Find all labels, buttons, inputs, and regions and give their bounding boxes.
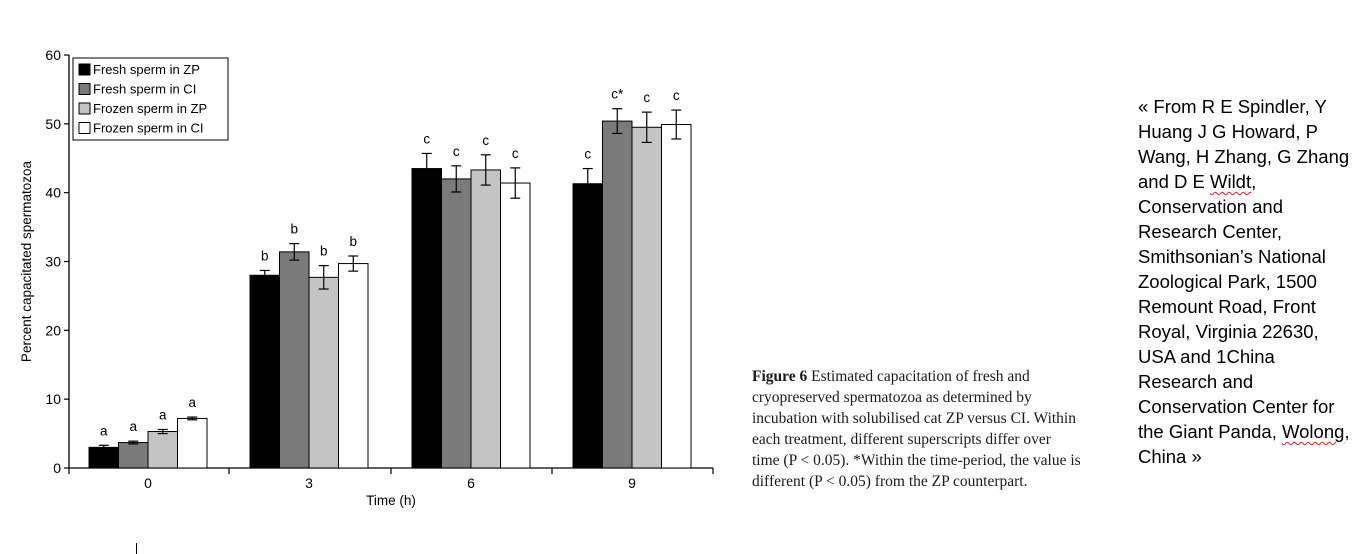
figure-caption: Figure 6 Estimated capacitation of fresh… — [752, 366, 1082, 492]
x-tick-label: 9 — [628, 475, 636, 491]
credit-misspelled-word-1[interactable]: Wildt — [1210, 171, 1252, 192]
significance-label: a — [159, 407, 167, 422]
y-tick-label: 60 — [45, 47, 61, 63]
significance-label: c — [643, 90, 650, 105]
x-tick-label: 3 — [305, 475, 313, 491]
legend-box — [72, 57, 229, 141]
bar — [177, 417, 208, 469]
bar — [88, 446, 119, 469]
legend-label: Frozen sperm in CI — [93, 121, 204, 136]
significance-label: a — [100, 423, 108, 438]
significance-label: b — [261, 248, 269, 263]
significance-label: b — [320, 244, 328, 259]
legend-label: Fresh sperm in CI — [93, 82, 196, 97]
bar — [631, 126, 662, 469]
chart-bars: a b c c a b c c* a b c c a b c c — [88, 87, 692, 469]
bar — [470, 169, 501, 469]
bar — [118, 442, 149, 469]
y-tick-label: 30 — [45, 254, 61, 270]
significance-label: c* — [611, 87, 624, 102]
bar — [249, 274, 280, 469]
significance-label: b — [290, 222, 298, 237]
bar — [602, 120, 633, 469]
credit-misspelled-word-2[interactable]: Wolong — [1282, 421, 1345, 442]
legend-label: Frozen sperm in ZP — [93, 101, 207, 116]
y-tick-label: 10 — [45, 391, 61, 407]
y-tick-label: 0 — [53, 460, 61, 476]
significance-label: c — [584, 147, 591, 162]
bar — [338, 263, 369, 469]
caption-text: Estimated capacitation of fresh and cryo… — [752, 368, 1081, 490]
bar — [661, 124, 692, 469]
bar — [500, 182, 531, 469]
text-cursor — [136, 543, 137, 554]
significance-label: c — [512, 146, 519, 161]
bar — [308, 276, 339, 469]
bar — [572, 183, 603, 469]
significance-label: a — [188, 395, 196, 410]
x-tick-label: 0 — [144, 475, 152, 491]
bar — [411, 168, 442, 469]
significance-label: c — [453, 144, 460, 159]
x-axis-title: Time (h) — [366, 493, 416, 508]
legend-label: Fresh sperm in ZP — [93, 62, 200, 77]
y-axis-title: Percent capacitated spermatozoa — [19, 160, 34, 362]
chart-axes: 0 10 20 30 40 50 60 0 3 6 9 Time (h) Percent capacit… — [19, 47, 714, 508]
source-credit: « From R E Spindler, Y Huang J G Howard,… — [1138, 94, 1353, 469]
significance-label: a — [129, 419, 137, 434]
credit-text-2: , Conservation and Research Center, Smit… — [1138, 171, 1335, 442]
significance-label: c — [423, 131, 430, 146]
bar — [147, 431, 178, 469]
credit-text-3: , China » — [1138, 421, 1350, 467]
legend-swatch — [78, 102, 91, 115]
chart-legend: Fresh sperm in ZP Fresh sperm in CI Frozen… — [72, 57, 229, 141]
credit-text-1: « From R E Spindler, Y Huang J G Howard,… — [1138, 96, 1350, 192]
bar — [279, 251, 310, 469]
y-tick-label: 20 — [45, 322, 61, 338]
legend-swatch — [78, 122, 91, 134]
legend-swatch — [78, 83, 91, 95]
y-tick-label: 40 — [45, 185, 61, 201]
significance-label: c — [673, 88, 680, 103]
significance-label: c — [482, 133, 489, 148]
significance-label: b — [349, 234, 357, 249]
legend-swatch — [78, 63, 91, 76]
y-tick-label: 50 — [45, 116, 61, 132]
figure-label: Figure 6 — [752, 368, 808, 385]
bar — [441, 178, 472, 469]
x-tick-label: 6 — [467, 475, 475, 491]
